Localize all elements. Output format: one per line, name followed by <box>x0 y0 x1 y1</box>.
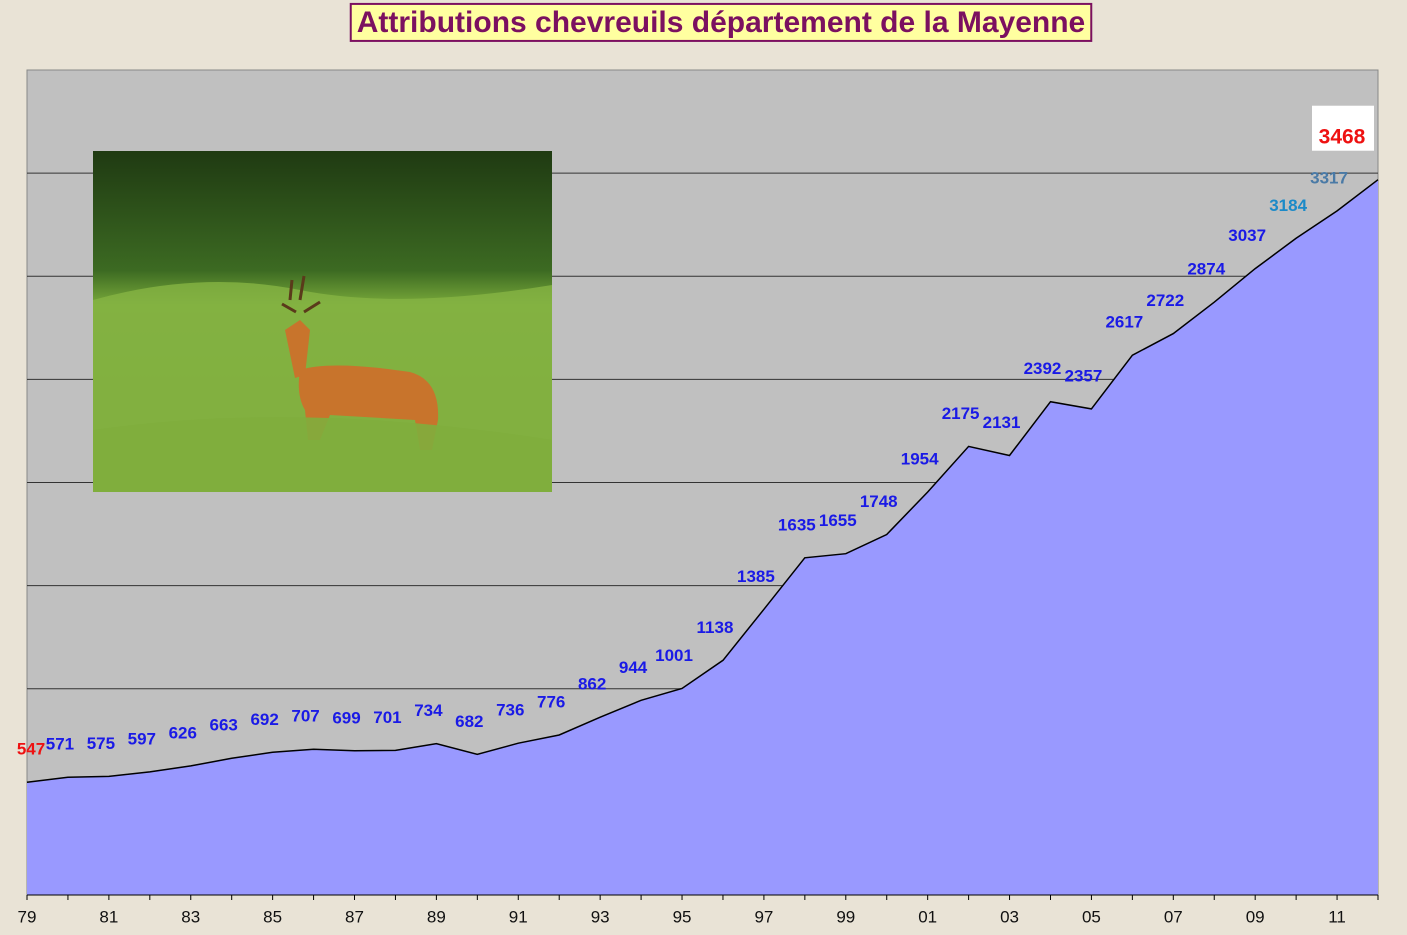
value-label: 571 <box>46 735 74 754</box>
value-label: 1001 <box>655 646 693 665</box>
value-label: 597 <box>128 729 156 748</box>
x-tick-label: 97 <box>754 907 773 926</box>
value-label: 2617 <box>1105 313 1143 332</box>
value-label: 701 <box>373 708 401 727</box>
value-label: 776 <box>537 692 565 711</box>
x-tick-label: 89 <box>427 907 446 926</box>
value-label: 862 <box>578 675 606 694</box>
value-label: 575 <box>87 734 115 753</box>
value-label: 1138 <box>697 618 734 637</box>
value-label: 2175 <box>942 404 980 423</box>
value-label: 3037 <box>1228 226 1266 245</box>
page: {"chart_data": {"type": "area", "title":… <box>0 0 1407 930</box>
x-tick-label: 95 <box>673 907 692 926</box>
value-label: 944 <box>619 658 648 677</box>
value-label: 2357 <box>1065 366 1103 385</box>
value-label: 547 <box>17 740 45 759</box>
value-label: 699 <box>332 708 360 727</box>
value-label: 2874 <box>1187 260 1225 279</box>
value-label: 1635 <box>778 515 816 534</box>
x-tick-label: 93 <box>591 907 610 926</box>
value-label: 626 <box>169 723 197 742</box>
value-label: 736 <box>496 701 524 720</box>
x-tick-label: 07 <box>1164 907 1183 926</box>
value-label: 1954 <box>901 449 939 468</box>
x-tick-label: 01 <box>918 907 937 926</box>
value-label: 1385 <box>737 567 775 586</box>
chart: 7981838587899193959799010305070911 54757… <box>0 0 1407 930</box>
x-tick-label: 03 <box>1000 907 1019 926</box>
x-tick-label: 11 <box>1328 907 1346 926</box>
value-label: 3184 <box>1269 196 1307 215</box>
value-label: 707 <box>291 707 319 726</box>
value-label: 1748 <box>860 492 898 511</box>
value-label: 682 <box>455 712 483 731</box>
value-label: 3317 <box>1310 168 1348 187</box>
value-label: 2722 <box>1146 291 1184 310</box>
x-tick-label: 91 <box>509 907 528 926</box>
value-label: 2392 <box>1024 359 1062 378</box>
x-tick-label: 79 <box>18 907 37 926</box>
photo <box>93 151 552 492</box>
x-tick-label: 83 <box>181 907 200 926</box>
x-tick-label: 87 <box>345 907 364 926</box>
value-label: 1655 <box>819 511 857 530</box>
x-tick-label: 09 <box>1246 907 1265 926</box>
x-tick-label: 81 <box>99 907 118 926</box>
x-tick-label: 99 <box>836 907 855 926</box>
value-label: 734 <box>414 701 443 720</box>
x-tick-label: 05 <box>1082 907 1101 926</box>
value-label: 663 <box>210 716 238 735</box>
value-label: 692 <box>250 710 278 729</box>
chart-title: Attributions chevreuils département de l… <box>357 6 1086 39</box>
value-label: 3468 <box>1319 125 1366 148</box>
x-tick-label: 85 <box>263 907 282 926</box>
value-label: 2131 <box>983 413 1021 432</box>
